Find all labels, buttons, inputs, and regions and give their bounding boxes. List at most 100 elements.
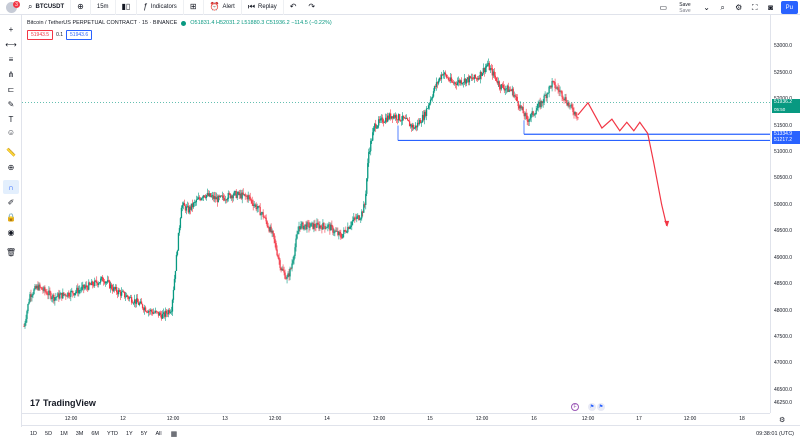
crosshair-icon[interactable]: +: [8, 24, 14, 34]
candle-body: [45, 291, 47, 293]
candle-body: [531, 111, 533, 114]
candle-body: [284, 272, 286, 279]
candle-body: [76, 287, 78, 292]
templates-button[interactable]: ⊞: [184, 0, 204, 15]
candle-body: [543, 95, 545, 103]
candle-body: [285, 278, 287, 280]
timeframe-5d[interactable]: 5D: [45, 431, 53, 437]
fullscreen-button[interactable]: ⛶: [747, 0, 763, 15]
lock-icon[interactable]: 🔒: [6, 212, 16, 222]
layout-button[interactable]: ▭: [655, 0, 671, 15]
candle-body: [342, 233, 344, 238]
indicators-button[interactable]: ƒ Indicators: [137, 0, 184, 15]
emoji-icon[interactable]: ☺: [6, 127, 16, 137]
timeframe-1y[interactable]: 1Y: [125, 431, 133, 437]
time-axis[interactable]: 12:00 12 12:00 13 12:00 14 12:00 15 12:00 16 12:00…: [22, 413, 770, 425]
replay-button[interactable]: ⏮ Replay: [242, 0, 284, 15]
symbol-search-button[interactable]: ⌕ BTCUSDT: [22, 0, 72, 15]
candle-body: [391, 116, 393, 119]
zoom-icon[interactable]: ⊕: [7, 162, 15, 172]
trend-lines-icon[interactable]: ≡: [8, 54, 14, 64]
chart-type-button[interactable]: ▮▯: [116, 0, 138, 15]
candle-body: [438, 77, 441, 81]
candle-body: [499, 86, 501, 90]
candle-body: [528, 119, 530, 122]
text-icon[interactable]: T: [8, 114, 14, 124]
flag-us-icon[interactable]: ⚑: [597, 403, 605, 411]
economic-event-icon[interactable]: F: [571, 403, 579, 411]
price-axis[interactable]: 53000.052500.052000.051500.051000.050500…: [770, 15, 800, 413]
candle-body: [148, 311, 151, 312]
candle-body: [83, 284, 85, 289]
calendar-icon[interactable]: ▦: [170, 431, 178, 438]
price-tick: 51500.0: [774, 122, 793, 129]
quick-search-button[interactable]: ⌕: [715, 0, 731, 15]
chart-canvas[interactable]: [22, 15, 770, 413]
candle-body: [40, 287, 42, 288]
candle-body: [225, 199, 227, 201]
candle-body: [95, 280, 97, 282]
timeframe-ytd[interactable]: YTD: [106, 431, 118, 437]
brush-icon[interactable]: ✎: [7, 99, 15, 109]
watermark-text: TradingView: [43, 398, 96, 408]
candle-body: [256, 208, 258, 210]
save-button[interactable]: Save Save: [671, 0, 698, 15]
publish-button[interactable]: Pu: [780, 1, 798, 14]
rectangle-icon[interactable]: ⊏: [7, 84, 15, 94]
magnet-icon[interactable]: ∩: [3, 180, 19, 194]
candle-body: [325, 227, 327, 229]
buy-button[interactable]: 51943.6: [66, 30, 93, 40]
candle-body: [374, 123, 376, 128]
flag-uk-icon[interactable]: ⚑: [588, 403, 596, 411]
top-toolbar: 3 ⌕ BTCUSDT ⊕ 15m ▮▯ ƒ Indicators ⊞ ⏰ Al…: [0, 0, 800, 15]
price-tick: 53000.0: [774, 43, 793, 50]
chevron-down-button[interactable]: ⌄: [699, 0, 715, 15]
timeframe-6m[interactable]: 6M: [91, 431, 99, 437]
redo-button[interactable]: ↷: [302, 0, 321, 15]
symbol-title[interactable]: Bitcoin / TetherUS PERPETUAL CONTRACT · …: [27, 20, 178, 26]
candle-body: [54, 297, 56, 301]
timeframe-5y[interactable]: 5Y: [140, 431, 148, 437]
candle-body: [446, 77, 449, 79]
eye-icon[interactable]: ◉: [7, 227, 15, 237]
candle-body: [48, 290, 50, 296]
timeframe-all[interactable]: All: [155, 431, 162, 437]
pitchfork-icon[interactable]: ⋔: [7, 69, 15, 79]
horizontal-line-icon[interactable]: ⟷: [5, 39, 17, 49]
clock-label[interactable]: 09:38:01 (UTC): [756, 431, 794, 437]
candle-body: [514, 95, 516, 97]
alert-button[interactable]: ⏰ Alert: [204, 0, 242, 15]
candle-body: [394, 115, 396, 118]
candle-body: [298, 226, 300, 232]
user-menu[interactable]: 3: [0, 0, 22, 15]
compare-symbol-button[interactable]: ⊕: [71, 0, 91, 15]
candle-body: [38, 284, 40, 290]
timeframe-1d[interactable]: 1D: [30, 431, 38, 437]
chart-settings-icon[interactable]: ⚙: [779, 417, 786, 424]
ruler-icon[interactable]: 📏: [6, 147, 16, 157]
candle-body: [476, 78, 479, 80]
candle-body: [226, 199, 228, 201]
undo-button[interactable]: ↶: [284, 0, 303, 15]
candle-body: [387, 115, 389, 122]
sell-button[interactable]: 51943.5: [27, 30, 54, 40]
settings-button[interactable]: ⚙: [731, 0, 747, 15]
candle-body: [33, 289, 35, 294]
candle-body: [93, 285, 95, 287]
snapshot-button[interactable]: ◙: [763, 0, 779, 15]
candle-body: [209, 193, 211, 197]
candle-body: [237, 191, 239, 195]
interval-button[interactable]: 15m: [91, 0, 116, 15]
candle-body: [52, 294, 54, 299]
lock-drawing-icon[interactable]: ✐: [7, 197, 15, 207]
candle-body: [503, 87, 505, 91]
candle-body: [389, 113, 391, 119]
candle-body: [507, 85, 509, 92]
trash-icon[interactable]: 🗑: [5, 247, 17, 257]
candle-body: [99, 282, 101, 284]
timeframe-1m[interactable]: 1M: [60, 431, 68, 437]
candle-body: [150, 309, 153, 312]
candle-body: [454, 82, 457, 85]
timeframe-3m[interactable]: 3M: [75, 431, 84, 437]
candle-body: [317, 222, 319, 225]
